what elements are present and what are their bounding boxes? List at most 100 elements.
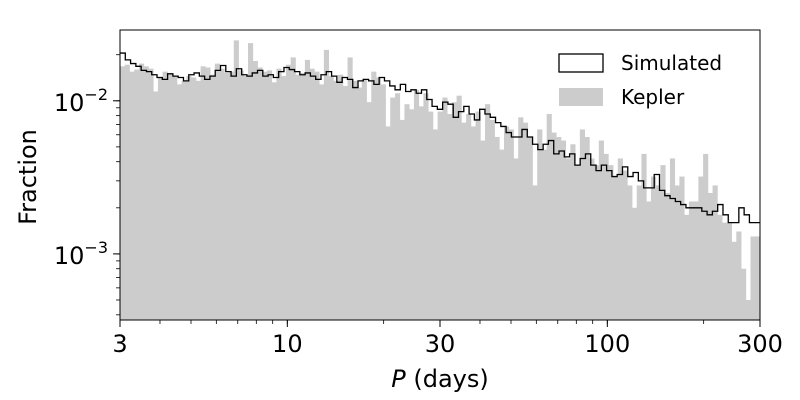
kepler-bar <box>485 104 491 320</box>
kepler-bar <box>688 201 695 320</box>
kepler-bar <box>134 69 140 320</box>
simulated-step-line <box>120 52 760 224</box>
kepler-bar <box>181 80 187 320</box>
kepler-bar <box>741 268 747 320</box>
kepler-bar <box>205 67 211 320</box>
kepler-bar <box>456 95 462 321</box>
kepler-bar <box>546 113 552 321</box>
kepler-bar <box>248 43 254 320</box>
kepler-bar <box>328 76 334 320</box>
kepler-bar <box>281 76 287 320</box>
kepler-bar <box>157 77 164 320</box>
kepler-bar <box>475 111 481 320</box>
legend-kepler-swatch <box>559 88 603 106</box>
kepler-bar <box>636 185 642 320</box>
legend: Simulated Kepler <box>558 51 722 109</box>
kepler-bar <box>143 66 149 320</box>
kepler-bar <box>129 71 135 321</box>
kepler-bar <box>266 70 273 320</box>
kepler-bar <box>646 201 652 320</box>
kepler-bar <box>413 89 420 320</box>
kepler-bar <box>252 60 258 320</box>
y-tick-label: 10−3 <box>54 238 108 270</box>
y-axis-label: Fraction <box>14 129 42 225</box>
kepler-bar <box>257 67 263 320</box>
kepler-bar <box>627 185 633 320</box>
kepler-bar <box>589 158 595 320</box>
kepler-bar <box>172 76 178 320</box>
kepler-bar <box>394 93 401 320</box>
kepler-bars <box>120 40 761 321</box>
kepler-bar <box>224 72 230 320</box>
kepler-bar <box>399 119 405 320</box>
legend-kepler-label: Kepler <box>621 85 685 109</box>
kepler-bar <box>499 149 505 320</box>
kepler-bar <box>124 64 130 320</box>
kepler-bar <box>665 192 671 320</box>
kepler-bar <box>390 97 396 320</box>
kepler-bar <box>703 153 709 320</box>
kepler-bar <box>527 137 533 320</box>
kepler-bar <box>447 113 453 321</box>
kepler-bar <box>309 68 315 320</box>
kepler-bar <box>361 79 367 320</box>
x-tick-label: 30 <box>425 330 456 358</box>
kepler-bar <box>243 76 249 320</box>
kepler-bar <box>669 158 676 320</box>
kepler-bar <box>167 74 173 320</box>
kepler-bar <box>466 113 472 321</box>
kepler-bar <box>537 129 543 320</box>
kepler-bar <box>693 201 699 320</box>
kepler-bar <box>366 102 372 320</box>
kepler-bar <box>352 80 358 320</box>
kepler-bar <box>494 137 500 320</box>
kepler-bar <box>584 137 590 320</box>
kepler-bar <box>428 111 434 320</box>
kepler-bar <box>304 59 311 320</box>
kepler-bar <box>613 176 619 320</box>
kepler-bar <box>233 40 239 321</box>
kepler-bar <box>323 49 329 321</box>
kepler-bar <box>271 82 277 320</box>
kepler-bar <box>641 153 647 320</box>
kepler-bar <box>210 74 216 320</box>
legend-simulated-swatch <box>558 53 604 73</box>
kepler-bar <box>295 74 301 320</box>
kepler-bar <box>598 140 604 320</box>
kepler-bar <box>731 241 737 320</box>
kepler-bar <box>655 185 661 320</box>
kepler-bar <box>480 140 486 320</box>
kepler-bar <box>229 71 235 321</box>
kepler-bar <box>347 57 353 321</box>
kepler-bar <box>565 158 571 320</box>
kepler-bar <box>300 72 306 320</box>
kepler-bar <box>617 158 623 320</box>
kepler-bar <box>314 71 320 321</box>
kepler-bar <box>717 214 723 320</box>
kepler-bar <box>508 129 514 320</box>
kepler-bar <box>120 66 126 320</box>
kepler-bar <box>722 222 728 320</box>
kepler-bar <box>622 170 628 320</box>
kepler-bar <box>712 185 718 320</box>
y-axis: 10−2 10−3 <box>54 54 120 316</box>
kepler-bar <box>404 104 410 320</box>
kepler-bar <box>660 165 666 320</box>
kepler-bar <box>632 207 638 320</box>
kepler-bar <box>470 126 476 320</box>
kepler-bar <box>319 84 325 320</box>
kepler-bar <box>551 132 557 320</box>
kepler-bar <box>176 84 183 320</box>
legend-simulated-label: Simulated <box>621 51 722 75</box>
kepler-bar <box>489 119 495 320</box>
kepler-bar <box>153 91 159 320</box>
kepler-bar <box>674 185 680 320</box>
kepler-bar <box>418 106 424 320</box>
kepler-bar <box>684 214 690 320</box>
kepler-bar <box>338 74 344 320</box>
kepler-bar <box>603 153 609 320</box>
kepler-bar <box>513 158 519 320</box>
kepler-bar <box>575 165 581 320</box>
kepler-bar <box>195 80 201 320</box>
